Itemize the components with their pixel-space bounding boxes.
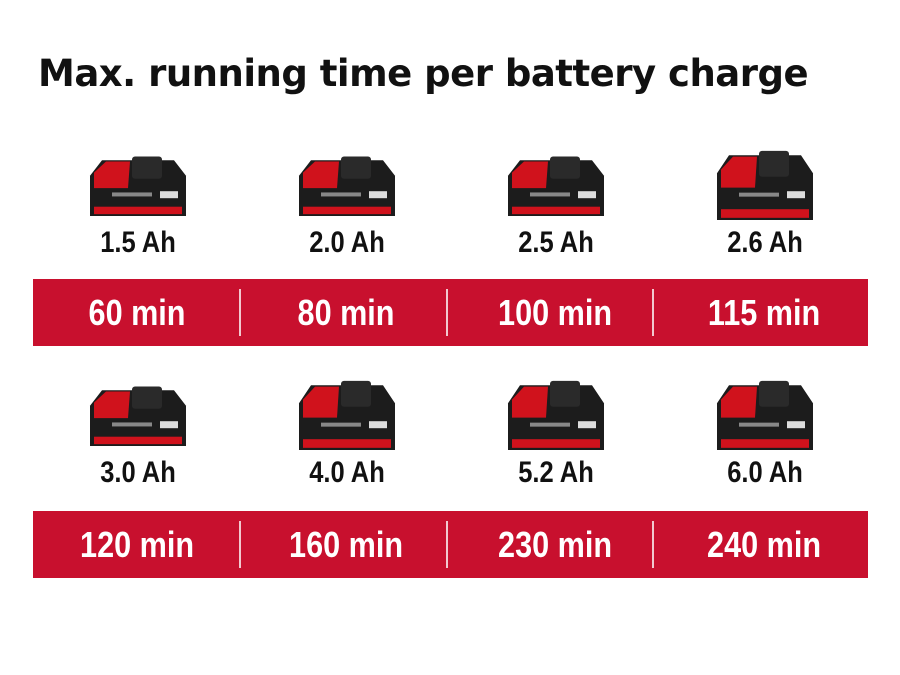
battery-capacity-label: 2.0 Ah — [309, 226, 385, 259]
runtime-value: 240 min — [660, 511, 869, 578]
runtime-text: 100 min — [498, 291, 613, 333]
divider — [446, 521, 448, 568]
runtime-value: 230 min — [451, 511, 660, 578]
runtime-text: 115 min — [708, 291, 821, 333]
runtime-value: 115 min — [660, 279, 869, 346]
battery-pack-plus-icon — [709, 148, 821, 230]
runtime-text: 230 min — [498, 523, 613, 565]
battery-capacity-label: 6.0 Ah — [727, 456, 803, 489]
battery-pack-large-icon — [709, 378, 821, 460]
battery-pack-small-icon — [82, 154, 194, 226]
runtime-value: 100 min — [451, 279, 660, 346]
battery-pack-small-icon — [291, 154, 403, 226]
runtime-value: 80 min — [242, 279, 451, 346]
battery-capacity-label: 4.0 Ah — [309, 456, 385, 489]
battery-pack-small-icon — [82, 384, 194, 456]
divider — [239, 289, 241, 336]
page-title: Max. running time per battery charge — [38, 52, 809, 95]
battery-pack-small-icon — [500, 154, 612, 226]
runtime-text: 160 min — [289, 523, 404, 565]
runtime-bar: 60 min 80 min 100 min 115 min — [33, 279, 868, 346]
runtime-value: 60 min — [33, 279, 242, 346]
runtime-value: 120 min — [33, 511, 242, 578]
battery-capacity-label: 3.0 Ah — [100, 456, 176, 489]
divider — [239, 521, 241, 568]
runtime-value: 160 min — [242, 511, 451, 578]
battery-capacity-label: 2.6 Ah — [727, 226, 803, 259]
battery-capacity-label: 1.5 Ah — [100, 226, 176, 259]
divider — [446, 289, 448, 336]
battery-capacity-label: 5.2 Ah — [518, 456, 594, 489]
runtime-text: 80 min — [298, 291, 395, 333]
battery-pack-large-icon — [291, 378, 403, 460]
battery-capacity-label: 2.5 Ah — [518, 226, 594, 259]
battery-pack-plus-icon — [500, 378, 612, 460]
runtime-bar: 120 min 160 min 230 min 240 min — [33, 511, 868, 578]
divider — [652, 521, 654, 568]
runtime-text: 240 min — [707, 523, 822, 565]
divider — [652, 289, 654, 336]
runtime-text: 120 min — [80, 523, 195, 565]
runtime-text: 60 min — [89, 291, 186, 333]
